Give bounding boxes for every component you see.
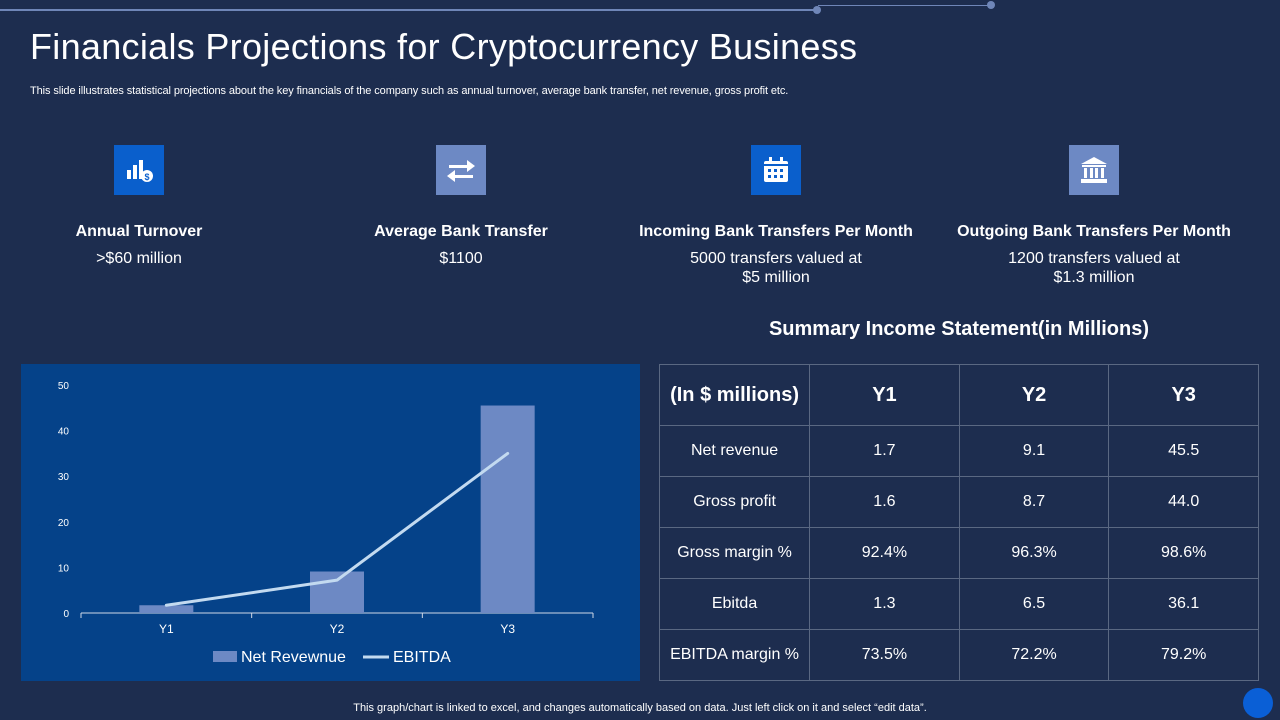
exchange-arrows-icon [436,145,486,195]
chart-container[interactable]: 0 10 20 30 40 50 Y1 Y2 Y3 Net Revewnue EBITDA [21,364,640,681]
bar-net-revenue [310,571,364,613]
combo-chart: 0 10 20 30 40 50 Y1 Y2 Y3 Net Revewnue EBITDA [58,381,594,666]
kpi-value: 5000 transfers valued at $5 million [626,249,926,287]
table-cell: 98.6% [1108,527,1259,579]
table-header-row: (In $ millions) Y1 Y2 Y3 [658,364,1259,426]
y-tick-label: 0 [63,609,69,620]
table-row: Gross margin % 92.4% 96.3% 98.6% [658,527,1259,579]
line-ebitda [164,451,510,607]
kpi-average-bank-transfer: Average Bank Transfer $1100 [311,145,611,268]
legend-swatch-net-revenue [213,651,237,662]
x-tick-label: Y2 [330,622,345,636]
table-row: Ebitda 1.3 6.5 36.1 [658,578,1259,630]
top-decor-dot [813,6,821,14]
table-cell: Ebitda [658,578,811,630]
kpi-value-line1: 5000 transfers valued at [690,250,862,267]
table-cell: 1.7 [809,425,960,477]
kpi-value: 1200 transfers valued at $1.3 million [944,249,1244,287]
table-cell: 8.7 [958,476,1110,528]
table-cell: 96.3% [958,527,1110,579]
table-header-cell: Y1 [809,364,960,426]
table-cell: 79.2% [1108,629,1259,681]
top-decor-dot-2 [987,1,995,9]
kpi-value-line1: 1200 transfers valued at [1008,250,1180,267]
kpi-label: Annual Turnover [75,223,203,240]
table-cell: Gross margin % [658,527,811,579]
table-cell: 1.3 [809,578,960,630]
bar-chart-dollar-icon: $ [114,145,164,195]
y-tick-label: 20 [58,518,70,529]
y-tick-label: 50 [58,381,70,392]
kpi-outgoing-transfers: Outgoing Bank Transfers Per Month 1200 t… [944,145,1244,287]
kpi-annual-turnover: $ Annual Turnover >$60 million [0,145,289,268]
kpi-value-line2: $1.3 million [1053,269,1135,286]
table-header-cell: (In $ millions) [658,364,811,426]
table-cell: 73.5% [809,629,960,681]
table-cell: 6.5 [958,578,1110,630]
table-cell: EBITDA margin % [658,629,811,681]
summary-title: Summary Income Statement(in Millions) [768,318,1150,340]
top-decor-line [0,9,818,11]
corner-decor-dot [1243,688,1273,718]
legend-label-net-revenue: Net Revewnue [241,649,346,666]
kpi-value-line2: $5 million [742,269,810,286]
kpi-value-line1: >$60 million [96,250,182,267]
table-cell: 44.0 [1108,476,1259,528]
table-cell: Gross profit [658,476,811,528]
x-tick-label: Y3 [500,622,515,636]
table-header-cell: Y3 [1108,364,1259,426]
kpi-label: Average Bank Transfer [374,223,548,240]
page-subtitle: This slide illustrates statistical proje… [30,85,789,97]
income-statement-table: (In $ millions) Y1 Y2 Y3 Net revenue 1.7… [658,364,1259,681]
x-tick-label: Y1 [159,622,174,636]
table-row: Gross profit 1.6 8.7 44.0 [658,476,1259,528]
y-tick-label: 10 [58,563,70,574]
calendar-icon [751,145,801,195]
table-cell: 72.2% [958,629,1110,681]
table-cell: 92.4% [809,527,960,579]
legend-label-ebitda: EBITDA [393,649,451,666]
y-tick-label: 40 [58,427,70,438]
bar-net-revenue [480,405,535,613]
kpi-value-line1: $1100 [439,250,483,267]
kpi-value: >$60 million [0,249,289,268]
footer-note: This graph/chart is linked to excel, and… [353,702,927,714]
table-row: EBITDA margin % 73.5% 72.2% 79.2% [658,629,1259,681]
y-tick-label: 30 [58,472,70,483]
bank-building-icon [1069,145,1119,195]
svg-text:$: $ [144,172,149,182]
page-title: Financials Projections for Cryptocurrenc… [30,26,858,67]
table-cell: 45.5 [1108,425,1259,477]
table-cell: 36.1 [1108,578,1259,630]
table-cell: 9.1 [958,425,1110,477]
table-row: Net revenue 1.7 9.1 45.5 [658,425,1259,477]
kpi-label: Incoming Bank Transfers Per Month [639,223,913,240]
kpi-label: Outgoing Bank Transfers Per Month [957,223,1231,240]
bar-net-revenue [139,605,194,613]
table-header-cell: Y2 [958,364,1110,426]
table-cell: Net revenue [658,425,811,477]
top-decor-line-2 [818,5,990,6]
kpi-incoming-transfers: Incoming Bank Transfers Per Month 5000 t… [626,145,926,287]
table-cell: 1.6 [809,476,960,528]
kpi-value: $1100 [311,249,611,268]
